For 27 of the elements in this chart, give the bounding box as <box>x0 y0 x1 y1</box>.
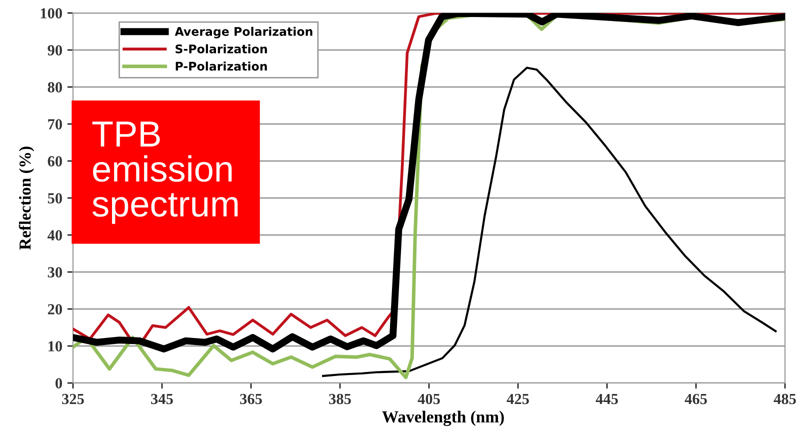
annotation: TPB emission spectrum <box>92 122 238 224</box>
x-tick-label: 485 <box>774 394 796 404</box>
y-tick-label: 70 <box>48 119 62 130</box>
y-tick-label: 50 <box>48 193 62 204</box>
line-series <box>322 66 777 378</box>
x-tick-label: 385 <box>329 394 351 404</box>
legend-label: Average Polarization <box>174 26 312 38</box>
x-tick-label: 465 <box>684 394 707 404</box>
y-tick-label: 10 <box>48 341 62 352</box>
y-tick-label: 80 <box>48 82 62 92</box>
y-tick-label: 100 <box>40 8 62 18</box>
legend-label: S-Polarization <box>176 44 267 54</box>
x-tick-label: 405 <box>418 394 440 404</box>
x-tick-label: 445 <box>596 394 618 404</box>
legend-label: P-Polarization <box>176 62 267 71</box>
y-tick-label: 40 <box>48 230 62 240</box>
x-axis-title: Wavelength (nm) <box>382 410 504 426</box>
y-axis-title: Reflection (%) <box>18 146 34 250</box>
y-tick-label: 20 <box>48 304 62 314</box>
y-tick-label: 90 <box>48 45 62 56</box>
x-tick-label: 325 <box>62 394 84 404</box>
x-tick-label: 345 <box>151 394 173 404</box>
x-tick-label: 365 <box>240 394 262 404</box>
x-tick-label: 425 <box>506 394 529 404</box>
y-tick-label: 0 <box>56 378 62 388</box>
y-tick-label: 30 <box>48 267 62 278</box>
y-tick-label: 60 <box>48 156 62 166</box>
